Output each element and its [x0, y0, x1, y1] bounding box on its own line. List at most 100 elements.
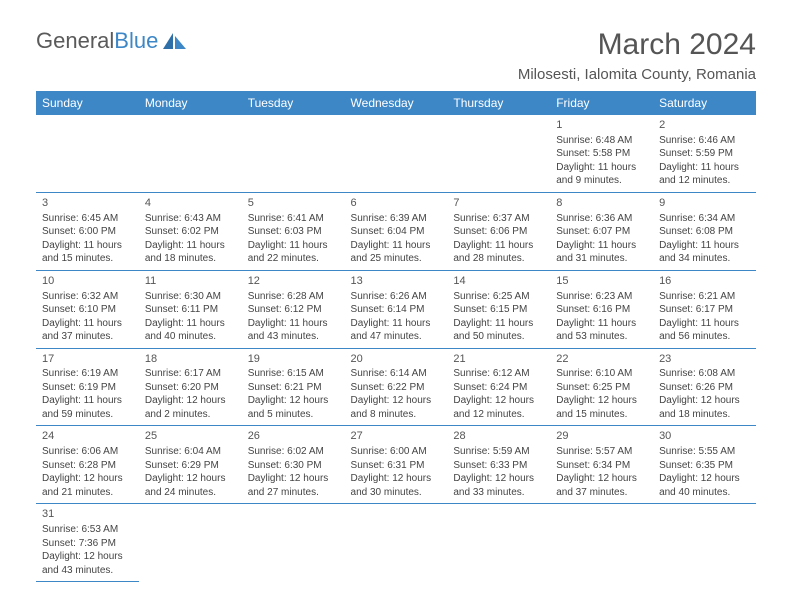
calendar-cell: 21Sunrise: 6:12 AMSunset: 6:24 PMDayligh…: [447, 348, 550, 426]
cell-sunset: Sunset: 6:07 PM: [556, 225, 647, 239]
cell-daylight1: Daylight: 12 hours: [659, 472, 750, 486]
cell-daylight1: Daylight: 11 hours: [556, 161, 647, 175]
cell-daylight2: and 50 minutes.: [453, 330, 544, 344]
cell-daylight1: Daylight: 11 hours: [659, 161, 750, 175]
calendar-cell: 18Sunrise: 6:17 AMSunset: 6:20 PMDayligh…: [139, 348, 242, 426]
cell-daylight1: Daylight: 11 hours: [248, 239, 339, 253]
calendar-cell: 8Sunrise: 6:36 AMSunset: 6:07 PMDaylight…: [550, 192, 653, 270]
calendar-cell: 25Sunrise: 6:04 AMSunset: 6:29 PMDayligh…: [139, 426, 242, 504]
cell-daylight1: Daylight: 11 hours: [351, 317, 442, 331]
cell-sunset: Sunset: 6:11 PM: [145, 303, 236, 317]
calendar-cell: 1Sunrise: 6:48 AMSunset: 5:58 PMDaylight…: [550, 115, 653, 192]
calendar-cell: 7Sunrise: 6:37 AMSunset: 6:06 PMDaylight…: [447, 192, 550, 270]
cell-daylight2: and 15 minutes.: [556, 408, 647, 422]
cell-daylight1: Daylight: 11 hours: [453, 317, 544, 331]
day-number: 18: [145, 352, 236, 367]
calendar-cell: [447, 504, 550, 582]
cell-daylight1: Daylight: 12 hours: [556, 472, 647, 486]
cell-sunset: Sunset: 6:17 PM: [659, 303, 750, 317]
cell-sunrise: Sunrise: 6:32 AM: [42, 290, 133, 304]
cell-sunset: Sunset: 6:35 PM: [659, 459, 750, 473]
cell-daylight2: and 37 minutes.: [556, 486, 647, 500]
cell-sunset: Sunset: 6:22 PM: [351, 381, 442, 395]
cell-sunset: Sunset: 6:16 PM: [556, 303, 647, 317]
cell-daylight2: and 53 minutes.: [556, 330, 647, 344]
calendar-cell: 13Sunrise: 6:26 AMSunset: 6:14 PMDayligh…: [345, 270, 448, 348]
calendar-cell: 6Sunrise: 6:39 AMSunset: 6:04 PMDaylight…: [345, 192, 448, 270]
cell-daylight1: Daylight: 12 hours: [351, 394, 442, 408]
day-number: 12: [248, 274, 339, 289]
cell-sunrise: Sunrise: 6:21 AM: [659, 290, 750, 304]
day-number: 5: [248, 196, 339, 211]
day-number: 16: [659, 274, 750, 289]
cell-sunset: Sunset: 6:24 PM: [453, 381, 544, 395]
day-number: 19: [248, 352, 339, 367]
calendar-cell: [242, 115, 345, 192]
cell-sunrise: Sunrise: 5:59 AM: [453, 445, 544, 459]
cell-sunset: Sunset: 6:19 PM: [42, 381, 133, 395]
cell-sunset: Sunset: 6:10 PM: [42, 303, 133, 317]
cell-sunset: Sunset: 5:58 PM: [556, 147, 647, 161]
cell-sunset: Sunset: 6:28 PM: [42, 459, 133, 473]
calendar-cell: 27Sunrise: 6:00 AMSunset: 6:31 PMDayligh…: [345, 426, 448, 504]
cell-sunrise: Sunrise: 6:26 AM: [351, 290, 442, 304]
calendar-cell: 22Sunrise: 6:10 AMSunset: 6:25 PMDayligh…: [550, 348, 653, 426]
day-number: 25: [145, 429, 236, 444]
dow-friday: Friday: [550, 91, 653, 115]
day-number: 30: [659, 429, 750, 444]
calendar-cell: [139, 504, 242, 582]
cell-sunrise: Sunrise: 6:25 AM: [453, 290, 544, 304]
dow-saturday: Saturday: [653, 91, 756, 115]
cell-sunrise: Sunrise: 6:14 AM: [351, 367, 442, 381]
day-number: 17: [42, 352, 133, 367]
calendar-cell: 19Sunrise: 6:15 AMSunset: 6:21 PMDayligh…: [242, 348, 345, 426]
cell-daylight1: Daylight: 11 hours: [42, 317, 133, 331]
calendar-cell: 16Sunrise: 6:21 AMSunset: 6:17 PMDayligh…: [653, 270, 756, 348]
day-number: 10: [42, 274, 133, 289]
cell-sunrise: Sunrise: 6:10 AM: [556, 367, 647, 381]
cell-sunset: Sunset: 6:04 PM: [351, 225, 442, 239]
cell-sunset: Sunset: 6:29 PM: [145, 459, 236, 473]
calendar-cell: 11Sunrise: 6:30 AMSunset: 6:11 PMDayligh…: [139, 270, 242, 348]
calendar-row: 3Sunrise: 6:45 AMSunset: 6:00 PMDaylight…: [36, 192, 756, 270]
cell-daylight2: and 9 minutes.: [556, 174, 647, 188]
cell-daylight2: and 40 minutes.: [659, 486, 750, 500]
calendar-cell: 17Sunrise: 6:19 AMSunset: 6:19 PMDayligh…: [36, 348, 139, 426]
calendar-cell: 15Sunrise: 6:23 AMSunset: 6:16 PMDayligh…: [550, 270, 653, 348]
header: GeneralBlue March 2024 Milosesti, Ialomi…: [36, 28, 756, 83]
title-block: March 2024 Milosesti, Ialomita County, R…: [518, 28, 756, 83]
cell-sunset: Sunset: 6:02 PM: [145, 225, 236, 239]
cell-sunset: Sunset: 6:31 PM: [351, 459, 442, 473]
cell-daylight2: and 40 minutes.: [145, 330, 236, 344]
day-number: 26: [248, 429, 339, 444]
day-number: 28: [453, 429, 544, 444]
calendar-row: 1Sunrise: 6:48 AMSunset: 5:58 PMDaylight…: [36, 115, 756, 192]
cell-sunset: Sunset: 6:08 PM: [659, 225, 750, 239]
cell-sunrise: Sunrise: 6:41 AM: [248, 212, 339, 226]
day-number: 31: [42, 507, 133, 522]
day-number: 27: [351, 429, 442, 444]
cell-daylight1: Daylight: 11 hours: [556, 317, 647, 331]
cell-sunrise: Sunrise: 6:34 AM: [659, 212, 750, 226]
cell-daylight2: and 8 minutes.: [351, 408, 442, 422]
cell-sunset: Sunset: 6:15 PM: [453, 303, 544, 317]
cell-sunset: Sunset: 6:33 PM: [453, 459, 544, 473]
cell-daylight2: and 33 minutes.: [453, 486, 544, 500]
logo-text-2: Blue: [114, 28, 158, 54]
cell-daylight2: and 12 minutes.: [453, 408, 544, 422]
day-number: 8: [556, 196, 647, 211]
day-number: 1: [556, 118, 647, 133]
calendar-cell: 5Sunrise: 6:41 AMSunset: 6:03 PMDaylight…: [242, 192, 345, 270]
calendar-cell: 26Sunrise: 6:02 AMSunset: 6:30 PMDayligh…: [242, 426, 345, 504]
calendar-row: 10Sunrise: 6:32 AMSunset: 6:10 PMDayligh…: [36, 270, 756, 348]
cell-daylight1: Daylight: 11 hours: [453, 239, 544, 253]
calendar-cell: 29Sunrise: 5:57 AMSunset: 6:34 PMDayligh…: [550, 426, 653, 504]
cell-sunrise: Sunrise: 6:19 AM: [42, 367, 133, 381]
calendar-cell: [345, 504, 448, 582]
calendar-cell: 4Sunrise: 6:43 AMSunset: 6:02 PMDaylight…: [139, 192, 242, 270]
calendar-row: 31Sunrise: 6:53 AMSunset: 7:36 PMDayligh…: [36, 504, 756, 582]
calendar-body: 1Sunrise: 6:48 AMSunset: 5:58 PMDaylight…: [36, 115, 756, 582]
cell-daylight2: and 47 minutes.: [351, 330, 442, 344]
cell-daylight1: Daylight: 12 hours: [248, 472, 339, 486]
cell-daylight1: Daylight: 12 hours: [145, 394, 236, 408]
